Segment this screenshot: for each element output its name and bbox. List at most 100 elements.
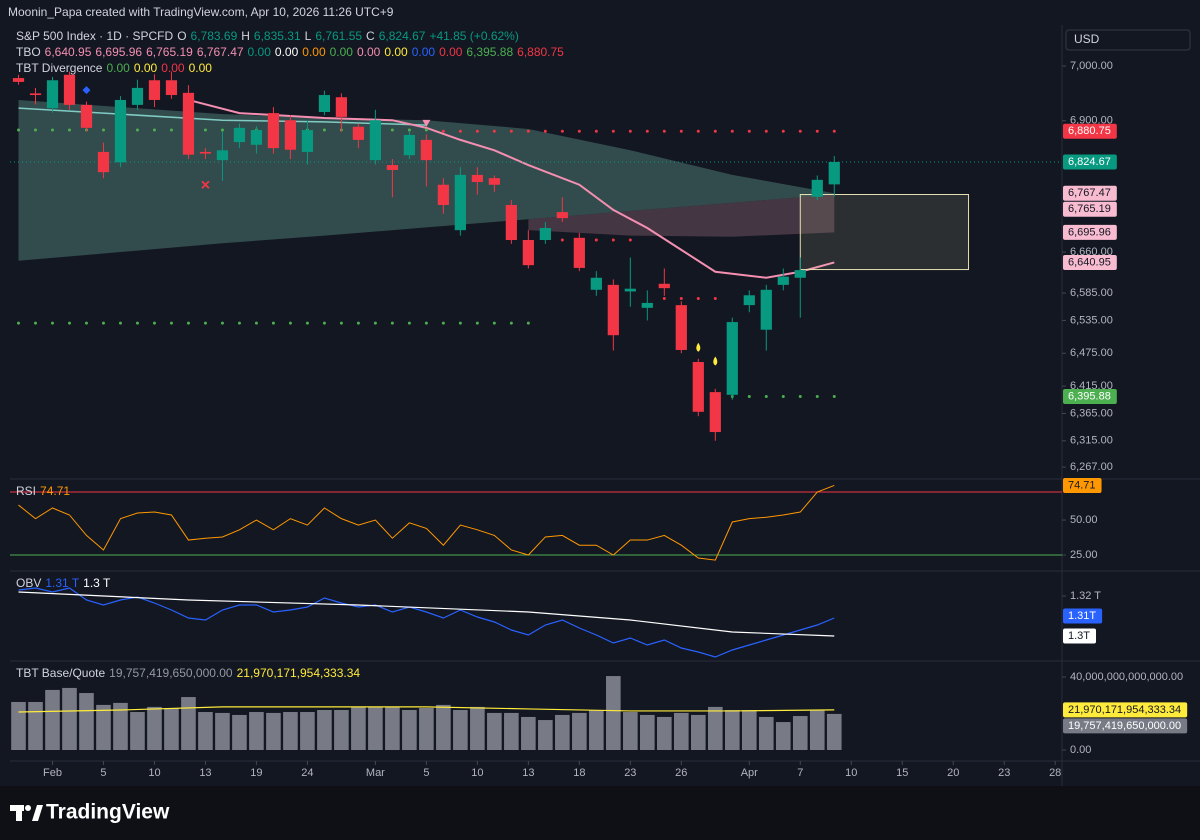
cloud-area — [528, 194, 835, 237]
candle-body — [692, 362, 704, 412]
price-label-box — [1063, 254, 1117, 270]
candle-body — [658, 283, 670, 289]
legend-row: TBT Base/Quote 19,757,419,650,000.00 21,97… — [16, 666, 360, 680]
header-text: Moonin_Papa created with TradingView.com… — [8, 5, 394, 19]
y-tick-label: 40,000,000,000,000.00 — [1070, 671, 1183, 683]
y-tick-label: 6,535.00 — [1070, 314, 1113, 326]
legend-item: 1.31 T — [45, 576, 79, 590]
volume-bar — [758, 716, 774, 750]
x-tick-label: 26 — [675, 767, 687, 779]
legend-item: RSI — [16, 484, 36, 498]
legend-item: 21,970,171,954,333.34 — [237, 666, 361, 680]
candle-body — [403, 134, 415, 156]
candle-body — [573, 237, 585, 268]
price-label: 1.3T — [1068, 630, 1090, 642]
legend-item: 6,880.75 — [517, 45, 564, 59]
legend-item: L — [305, 29, 312, 43]
legend-item: 0.00 — [161, 61, 185, 75]
legend-item: 6,695.96 — [95, 45, 142, 59]
candle-body — [165, 80, 178, 96]
x-tick-label: 13 — [199, 767, 211, 779]
price-label: 6,695.96 — [1068, 226, 1111, 238]
y-tick-label: 6,415.00 — [1070, 380, 1113, 392]
candle-body — [284, 120, 297, 150]
legend-row: TBO 6,640.95 6,695.96 6,765.19 6,767.47 0.00 0… — [16, 45, 564, 59]
x-tick-label: 28 — [1049, 767, 1061, 779]
volume-bar — [300, 712, 315, 750]
volume-bar — [147, 706, 162, 750]
candle-body — [420, 139, 432, 161]
legend-row: TBT Divergence 0.00 0.00 0.00 0.00 — [16, 61, 212, 75]
volume-bar — [436, 704, 451, 750]
legend-item: TBT Base/Quote — [16, 666, 105, 680]
legend-row: RSI 74.71 — [16, 484, 70, 498]
signal-marker — [696, 342, 701, 352]
y-tick-label: 6,585.00 — [1070, 287, 1113, 299]
pane — [10, 484, 1062, 561]
candle-body — [828, 161, 840, 185]
candle-body — [471, 174, 483, 183]
legend-item: 6,761.55 — [315, 29, 362, 43]
y-tick-label: 6,660.00 — [1070, 246, 1113, 258]
x-tick-label: Feb — [43, 767, 62, 779]
volume-bar — [11, 701, 26, 750]
candle-body — [624, 288, 636, 292]
line-series — [18, 706, 835, 713]
legend-item: 0.00 — [439, 45, 463, 59]
logo-part — [32, 805, 43, 821]
legend-item: 6,395.88 — [466, 45, 513, 59]
x-tick-label: 5 — [423, 767, 429, 779]
candle-body — [675, 305, 687, 350]
line-series — [188, 98, 835, 279]
volume-bar — [504, 712, 519, 750]
x-tick-label: 13 — [522, 767, 534, 779]
x-tick-label: 10 — [148, 767, 160, 779]
legend-row: OBV 1.31 T 1.3 T — [16, 576, 111, 590]
signal-marker — [422, 119, 431, 127]
candle-body — [233, 127, 246, 143]
signal-marker — [201, 180, 210, 189]
x-tick-label: Apr — [741, 767, 758, 779]
volume-bar — [232, 714, 247, 750]
volume-bar — [809, 710, 825, 750]
price-label-box — [1063, 608, 1103, 624]
x-tick-label: 24 — [301, 767, 313, 779]
volume-bar — [317, 710, 332, 750]
candle-body — [760, 289, 772, 330]
footer-background — [0, 786, 1200, 840]
price-label: 6,824.67 — [1068, 156, 1111, 168]
price-label-box — [1063, 224, 1117, 240]
volume-bar — [113, 702, 128, 750]
volume-bar — [792, 716, 808, 750]
zone-box — [799, 193, 970, 271]
volume-bar — [266, 712, 281, 750]
currency-box[interactable] — [1065, 29, 1191, 51]
volume-bar — [62, 687, 77, 750]
candle-body — [386, 165, 398, 170]
x-tick-label: 19 — [250, 767, 262, 779]
volume-bar — [521, 716, 536, 750]
x-tick-label: 7 — [797, 767, 803, 779]
x-tick-label: Mar — [366, 767, 385, 779]
price-label-box — [1063, 123, 1117, 139]
y-tick-label: 6,900.00 — [1070, 115, 1113, 127]
price-label: 21,970,171,954,333.34 — [1068, 704, 1181, 716]
candle-body — [12, 78, 25, 82]
pane — [18, 587, 835, 658]
legend-item: 0.00 — [275, 45, 299, 59]
line-series — [18, 484, 835, 561]
candle-body — [250, 130, 263, 145]
y-tick-label: 6,365.00 — [1070, 407, 1113, 419]
volume-bar — [96, 704, 111, 750]
legend-item: 6,824.67 — [379, 29, 426, 43]
pane — [11, 676, 842, 750]
legend-item: 0.00 — [248, 45, 272, 59]
legend-item: 0.00 — [412, 45, 436, 59]
candle-body — [454, 174, 466, 231]
volume-bar — [215, 712, 230, 750]
legend-item: H — [241, 29, 250, 43]
price-label: 6,765.19 — [1068, 203, 1111, 215]
candle-body — [709, 392, 721, 433]
volume-bar — [181, 697, 196, 750]
price-label: 6,640.95 — [1068, 256, 1111, 268]
